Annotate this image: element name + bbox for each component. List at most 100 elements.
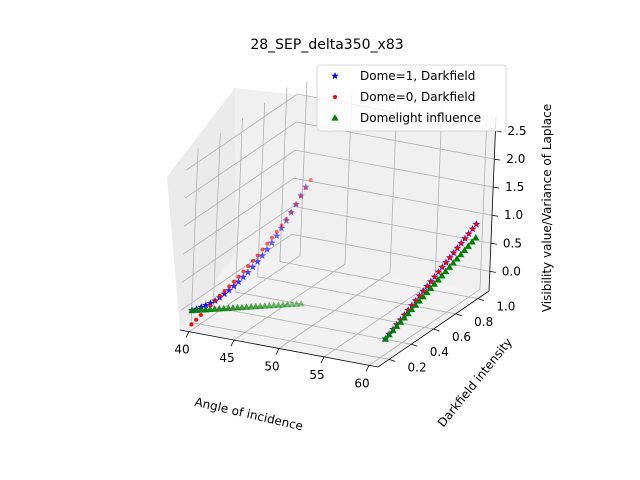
- data-point: [459, 241, 464, 246]
- data-point: [428, 279, 433, 284]
- y-tick-mark: [411, 343, 418, 347]
- data-point: [206, 299, 215, 307]
- y-grid-line: [190, 148, 390, 360]
- data-point: [426, 284, 435, 291]
- data-point: [408, 305, 416, 313]
- data-points: [188, 177, 481, 343]
- data-point: [303, 186, 308, 191]
- x-axis-label: Angle of incidence: [193, 395, 304, 434]
- data-point: [248, 263, 257, 271]
- data-point: [423, 288, 431, 296]
- data-point: [255, 253, 260, 258]
- data-point: [455, 246, 460, 251]
- x-grid-line: [278, 98, 398, 349]
- x-tick-mark: [275, 348, 280, 355]
- z-tick-label: 1.0: [504, 208, 523, 222]
- data-point: [288, 300, 296, 307]
- data-point: [453, 255, 461, 262]
- legend-marker: [331, 72, 339, 80]
- data-point: [430, 280, 438, 287]
- z-tick-label: 2.0: [506, 152, 525, 166]
- data-point: [270, 235, 275, 240]
- data-point: [396, 318, 405, 325]
- data-point: [229, 282, 238, 290]
- data-point: [381, 335, 390, 342]
- x-tick-mark: [185, 331, 190, 338]
- x-tick-mark: [365, 365, 370, 372]
- z-tick-mark: [489, 270, 496, 273]
- data-point: [208, 303, 213, 308]
- data-point: [272, 231, 281, 240]
- data-point: [260, 247, 265, 252]
- x-tick-label: 50: [264, 360, 279, 374]
- data-point: [400, 314, 408, 321]
- x-grid-line: [368, 115, 488, 366]
- data-point: [436, 269, 441, 274]
- data-point: [447, 255, 452, 260]
- legend-marker: [333, 95, 337, 99]
- y-grid-line: [212, 133, 412, 345]
- data-point: [236, 274, 241, 279]
- y-tick-label: 0.4: [430, 345, 449, 359]
- data-point: [464, 242, 472, 249]
- data-point: [258, 251, 267, 260]
- axes-ticks: 40455055600.20.40.60.81.00.00.51.01.52.0…: [174, 124, 526, 390]
- y-tick-mark: [477, 298, 485, 301]
- z-tick-mark: [494, 158, 501, 161]
- x-tick-mark: [230, 339, 235, 347]
- data-point: [225, 286, 233, 294]
- y-grid-line: [235, 117, 434, 330]
- data-point: [289, 209, 294, 214]
- data-point: [415, 297, 423, 304]
- data-point: [308, 177, 313, 182]
- data-point: [432, 274, 437, 279]
- legend-box: [316, 64, 507, 132]
- data-point: [213, 298, 218, 303]
- data-point: [279, 223, 284, 228]
- data-point: [419, 292, 427, 300]
- data-point: [268, 238, 276, 247]
- data-point: [445, 263, 454, 270]
- z-tick-label: 1.5: [505, 180, 524, 194]
- series-3: [188, 233, 480, 342]
- legend-marker: [331, 114, 339, 121]
- data-point: [466, 231, 471, 236]
- z-grid-line: [180, 233, 490, 311]
- y-tick-mark: [388, 359, 396, 362]
- z-grid-line: [185, 121, 495, 199]
- data-point: [297, 191, 305, 199]
- data-point: [470, 226, 475, 231]
- data-point: [389, 326, 397, 334]
- x-grid-line: [233, 90, 353, 341]
- y-tick-label: 0.8: [474, 315, 493, 329]
- data-point: [472, 233, 480, 241]
- data-point: [294, 202, 299, 207]
- data-point: [449, 259, 457, 266]
- data-point: [284, 217, 289, 222]
- z-tick-label: 2.5: [507, 124, 526, 138]
- data-point: [234, 277, 243, 286]
- data-point: [411, 301, 420, 308]
- x-tick-label: 60: [354, 376, 369, 390]
- z-grid-line: [181, 205, 491, 283]
- floor-pane: [180, 253, 489, 367]
- data-point: [222, 289, 227, 294]
- data-point: [220, 289, 229, 298]
- z-tick-label: 0.0: [502, 264, 521, 278]
- data-point: [292, 300, 301, 307]
- data-point: [474, 222, 479, 227]
- data-point: [246, 264, 251, 269]
- z-tick-mark: [491, 214, 499, 217]
- y-tick-mark: [455, 313, 462, 317]
- data-point: [241, 269, 246, 274]
- y-tick-label: 1.0: [496, 300, 515, 314]
- z-grid-line: [183, 149, 494, 227]
- x-tick-label: 55: [309, 368, 324, 382]
- data-point: [385, 330, 393, 338]
- data-point: [442, 267, 450, 275]
- data-point: [440, 265, 445, 270]
- data-point: [451, 250, 456, 255]
- data-point: [421, 289, 426, 294]
- data-point: [244, 268, 252, 276]
